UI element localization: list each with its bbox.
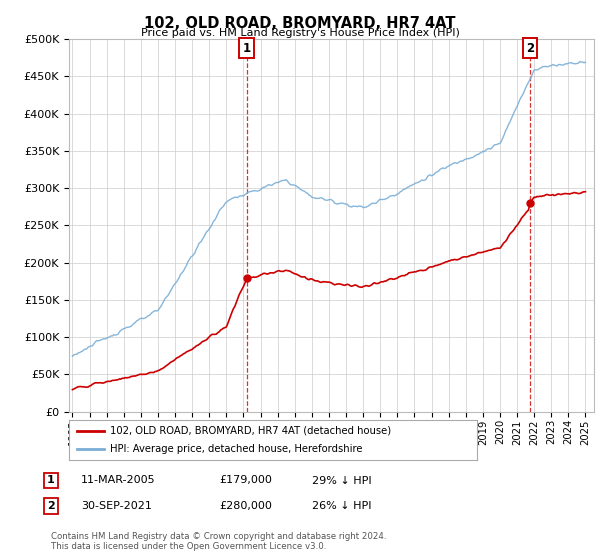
Text: 29% ↓ HPI: 29% ↓ HPI <box>312 475 371 486</box>
Text: Contains HM Land Registry data © Crown copyright and database right 2024.
This d: Contains HM Land Registry data © Crown c… <box>51 532 386 552</box>
Text: 2: 2 <box>526 41 534 55</box>
Text: £280,000: £280,000 <box>219 501 272 511</box>
Text: 30-SEP-2021: 30-SEP-2021 <box>81 501 152 511</box>
Text: Price paid vs. HM Land Registry's House Price Index (HPI): Price paid vs. HM Land Registry's House … <box>140 28 460 38</box>
Text: 26% ↓ HPI: 26% ↓ HPI <box>312 501 371 511</box>
Text: 11-MAR-2005: 11-MAR-2005 <box>81 475 155 486</box>
Text: 2: 2 <box>47 501 55 511</box>
Text: £179,000: £179,000 <box>219 475 272 486</box>
Text: 102, OLD ROAD, BROMYARD, HR7 4AT: 102, OLD ROAD, BROMYARD, HR7 4AT <box>144 16 456 31</box>
Text: HPI: Average price, detached house, Herefordshire: HPI: Average price, detached house, Here… <box>110 445 362 454</box>
Text: 1: 1 <box>242 41 251 55</box>
Text: 102, OLD ROAD, BROMYARD, HR7 4AT (detached house): 102, OLD ROAD, BROMYARD, HR7 4AT (detach… <box>110 426 391 436</box>
Text: 1: 1 <box>47 475 55 486</box>
